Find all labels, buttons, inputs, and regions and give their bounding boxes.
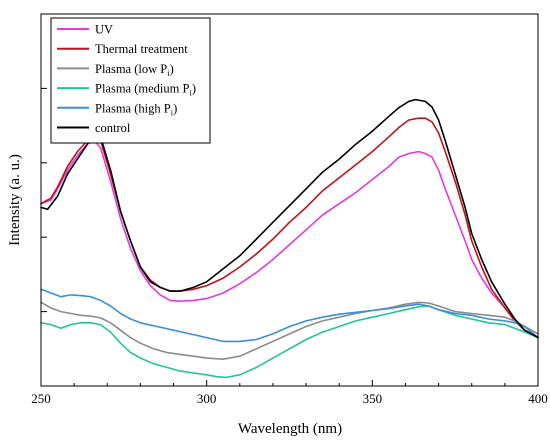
legend-box: [50, 17, 211, 144]
legend-items: UV Thermal treatment Plasma (low Pi) Plasma…: [57, 23, 196, 135]
legend-label-4: Plasma (high Pi): [95, 101, 177, 117]
legend-label-5: control: [95, 121, 131, 135]
series-line-0: [40, 139, 539, 339]
x-tick-label: 350: [363, 391, 383, 406]
x-axis-ticks: 250 300 350 400: [31, 380, 548, 406]
y-axis-ticks: [41, 87, 47, 313]
series-line-3: [40, 305, 539, 379]
series-layer: [40, 98, 539, 379]
legend: UV Thermal treatment Plasma (low Pi) Plasma…: [50, 17, 211, 144]
legend-label-0: UV: [95, 23, 113, 37]
series-line-5: [40, 98, 539, 339]
legend-label-3: Plasma (medium Pi): [95, 82, 196, 98]
x-tick-label: 400: [528, 391, 548, 406]
legend-label-1: Thermal treatment: [95, 42, 188, 56]
legend-label-2: Plasma (low Pi): [95, 62, 174, 78]
series-line-4: [40, 288, 539, 343]
x-axis-label: Wavelength (nm): [238, 421, 342, 437]
x-tick-label: 300: [197, 391, 217, 406]
y-axis-label: Intensity (a. u.): [7, 154, 23, 246]
plot-frame: [40, 13, 539, 387]
series-line-1: [40, 117, 539, 339]
series-line-2: [40, 301, 539, 360]
x-tick-label: 250: [31, 391, 51, 406]
